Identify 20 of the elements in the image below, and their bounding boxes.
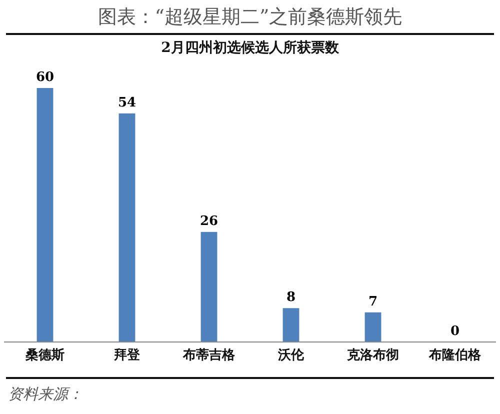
x-tick-label: 布蒂吉格 xyxy=(182,347,236,364)
bar xyxy=(36,88,54,342)
x-tick-label: 克洛布彻 xyxy=(346,348,399,364)
x-tick-label: 布隆伯格 xyxy=(428,348,482,364)
data-label: 0 xyxy=(450,324,460,339)
data-label: 7 xyxy=(368,294,378,310)
chart-title: 图表：“超级星期二”之前桑德斯领先 xyxy=(98,6,402,28)
text: 资料来源： xyxy=(8,385,83,403)
chart-subtitle: 2月四州初选候选人所获票数 xyxy=(161,39,340,56)
data-label: 26 xyxy=(200,214,218,229)
bar xyxy=(200,232,218,342)
x-tick-label: 拜登 xyxy=(113,348,141,364)
bar xyxy=(364,312,382,342)
data-label: 54 xyxy=(118,95,136,110)
data-label: 8 xyxy=(286,290,296,306)
bar xyxy=(118,113,136,342)
x-tick-label: 桑德斯 xyxy=(24,348,64,364)
data-label: 60 xyxy=(36,70,54,85)
bar xyxy=(282,308,300,342)
x-tick-label: 沃伦 xyxy=(277,348,305,364)
